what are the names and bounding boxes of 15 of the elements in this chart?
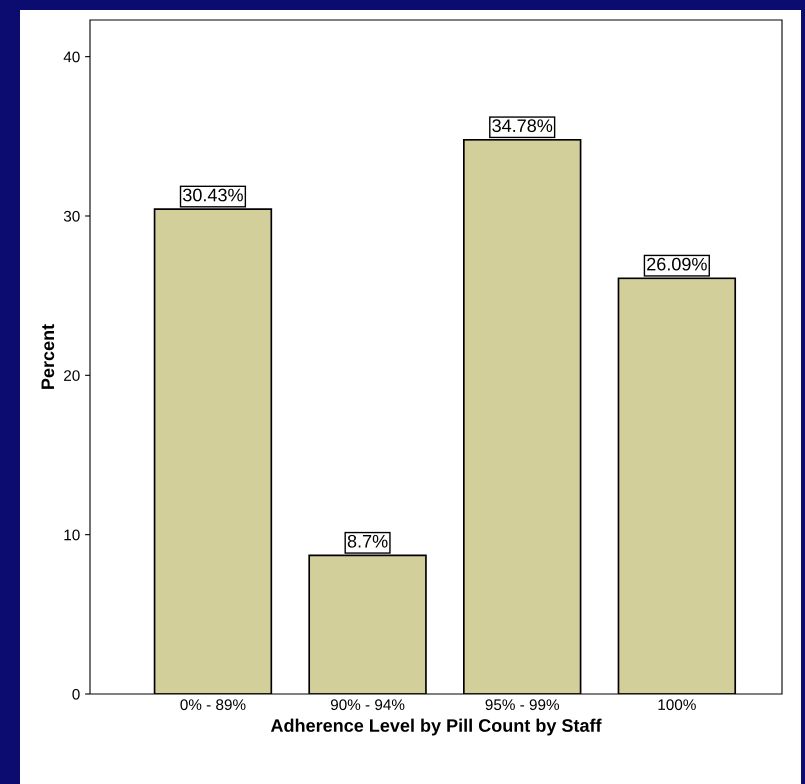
x-tick-label: 95% - 99% bbox=[486, 699, 560, 710]
x-tick-label: 90% - 94% bbox=[330, 699, 404, 710]
y-tick-label: 0 bbox=[72, 688, 80, 700]
data-label: 26.09% bbox=[647, 258, 707, 271]
x-axis-title: Adherence Level by Pill Count by Staff bbox=[270, 718, 602, 736]
y-tick-label: 30 bbox=[64, 210, 80, 222]
x-tick-label: 100% bbox=[658, 699, 696, 710]
y-tick-label: 20 bbox=[64, 370, 80, 382]
x-tick-label: 0% - 89% bbox=[180, 699, 246, 710]
data-label: 34.78% bbox=[492, 119, 552, 132]
y-tick-label: 10 bbox=[64, 530, 80, 540]
data-label: 30.43% bbox=[183, 188, 243, 202]
y-axis-title: Percent bbox=[42, 324, 54, 389]
data-label: 8.7% bbox=[348, 534, 388, 548]
y-tick-label: 40 bbox=[64, 52, 80, 62]
